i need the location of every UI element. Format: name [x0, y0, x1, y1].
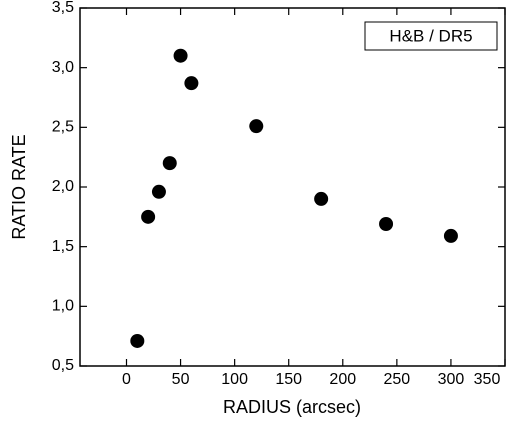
point — [141, 209, 156, 224]
y-tick-label: 1,5 — [52, 238, 74, 255]
x-tick-label: 200 — [329, 371, 356, 388]
x-axis-label: RADIUS (arcsec) — [223, 397, 361, 417]
x-tick-label: 150 — [275, 371, 302, 388]
legend-box — [364, 21, 498, 51]
y-axis-label: RATIO RATE — [9, 134, 29, 239]
point — [314, 191, 329, 206]
point — [162, 156, 177, 171]
x-tick-label: 100 — [221, 371, 248, 388]
point — [151, 184, 166, 199]
point — [443, 228, 458, 243]
point — [379, 216, 394, 231]
x-tick-label: 50 — [172, 371, 190, 388]
point — [184, 76, 199, 91]
y-tick-label: 1,0 — [52, 298, 74, 315]
x-tick-label: 300 — [438, 371, 465, 388]
annotation: H&B / DR5 — [389, 26, 472, 45]
y-tick-label: 0,5 — [52, 357, 74, 374]
x-tick-label: 0 — [122, 371, 131, 388]
y-tick-label: 2,0 — [52, 178, 74, 195]
point — [130, 333, 145, 348]
plot-frame — [79, 7, 506, 367]
point — [173, 48, 188, 63]
y-tick-label: 2,5 — [52, 119, 74, 136]
x-tick-label: 350 — [474, 371, 501, 388]
y-tick-label: 3,0 — [52, 59, 74, 76]
x-tick-label: 250 — [384, 371, 411, 388]
point — [249, 119, 264, 134]
y-tick-label: 3,5 — [52, 0, 74, 16]
